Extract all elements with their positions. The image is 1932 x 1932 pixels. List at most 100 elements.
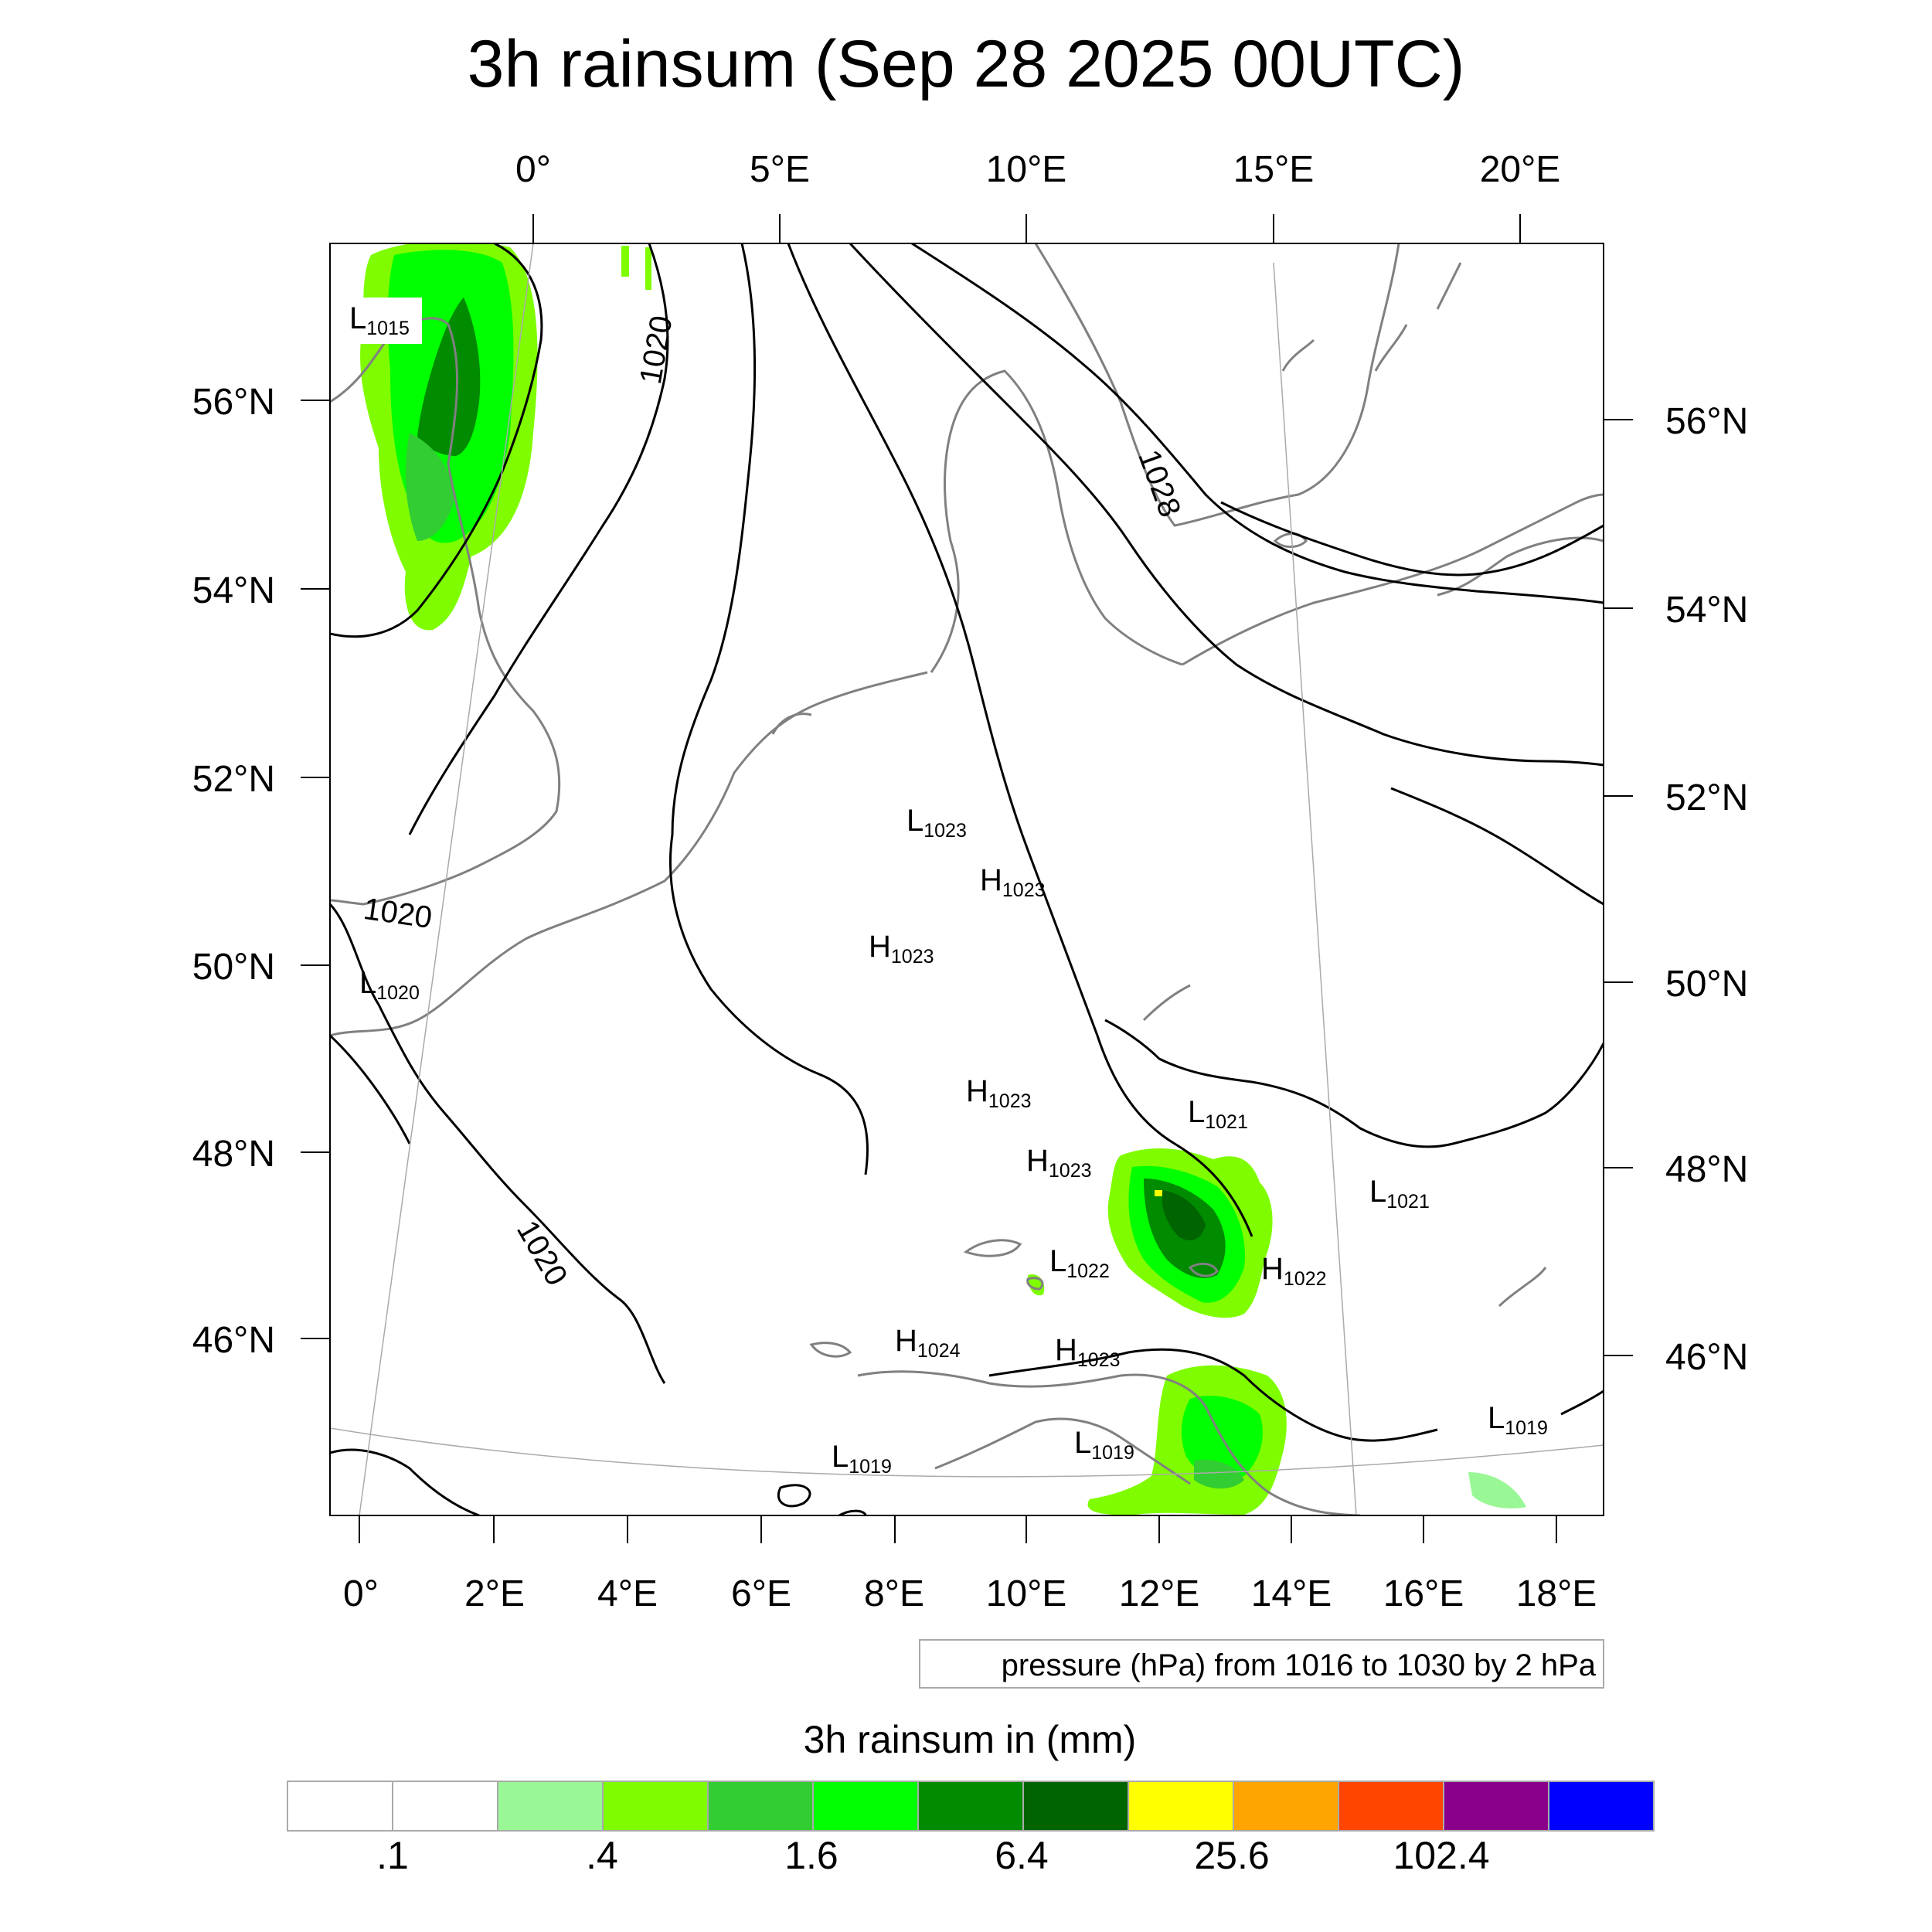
bottom-lon-label: 16°E	[1383, 1573, 1464, 1614]
colorbar-label: 1.6	[784, 1834, 838, 1877]
pressure-center-label: L1019	[832, 1440, 892, 1478]
island	[1436, 262, 1462, 310]
colorbar-box	[1022, 1781, 1129, 1832]
top-lon-label: 5°E	[750, 149, 810, 190]
pressure-center-label: L1019	[1074, 1426, 1134, 1464]
colorbar-label: 25.6	[1194, 1834, 1269, 1877]
frisian-islands	[771, 713, 812, 735]
rain-very-heavy-area	[1162, 1190, 1206, 1240]
colorbar-box	[1548, 1781, 1655, 1832]
pressure-center-label: H1024	[895, 1324, 961, 1362]
island	[1374, 324, 1408, 372]
continent-coast	[330, 671, 928, 1037]
left-lat-label: 56°N	[192, 382, 275, 423]
colorbar-box	[1233, 1781, 1339, 1832]
bottom-lon-labels: 0° 2°E 4°E 6°E 8°E 10°E 12°E 14°E 16°E 1…	[343, 1573, 1597, 1614]
coastlines	[330, 243, 1604, 1515]
island-bornholm	[1273, 532, 1308, 548]
left-lat-label: 50°N	[192, 947, 275, 988]
graticule-parallel	[330, 1427, 1604, 1478]
bottom-lon-label: 10°E	[986, 1573, 1067, 1614]
left-lat-label: 48°N	[192, 1134, 275, 1175]
colorbar-box	[602, 1781, 709, 1832]
isobar-line	[330, 1034, 411, 1145]
pressure-center-label: H1023	[1055, 1333, 1121, 1371]
right-lat-label: 54°N	[1665, 590, 1748, 631]
britain-coast	[330, 317, 561, 906]
pressure-centers: L1015 L1023 H1023 H1023 L1020 H1023 L102…	[349, 301, 1548, 1478]
rain-speck	[621, 246, 629, 277]
rain-patch	[405, 433, 456, 541]
label-background	[352, 298, 422, 344]
lake-balaton	[1498, 1267, 1547, 1308]
lake	[963, 1239, 1022, 1257]
isobar-line	[988, 1348, 1438, 1442]
bottom-lon-label: 8°E	[864, 1573, 924, 1614]
left-lat-label: 54°N	[192, 570, 275, 611]
lake	[1188, 1262, 1219, 1277]
colorbar-labels: .1 .4 1.6 6.4 25.6 102.4	[376, 1834, 1489, 1877]
pressure-center-label: L1015	[349, 301, 410, 339]
isobar-line	[1220, 501, 1604, 577]
rain-intense-speck	[1155, 1190, 1162, 1196]
baltic-south-coast	[1182, 493, 1604, 666]
colorbar-box	[1443, 1781, 1549, 1832]
island	[1281, 338, 1315, 372]
pressure-center-label: H1023	[869, 930, 934, 968]
top-lon-label: 15°E	[1233, 149, 1315, 190]
bottom-ticks	[359, 1515, 1557, 1543]
pressure-center-label: H1023	[1026, 1144, 1092, 1182]
bottom-lon-label: 0°	[343, 1573, 379, 1614]
right-lat-label: 46°N	[1665, 1337, 1748, 1378]
isobar-line	[849, 243, 1604, 767]
pressure-center-label: L1020	[359, 966, 420, 1004]
baltic-coast-east	[1437, 536, 1604, 597]
right-lat-label: 52°N	[1665, 777, 1748, 818]
pressure-center-label: L1019	[1488, 1401, 1548, 1439]
right-lat-label: 56°N	[1665, 401, 1748, 442]
left-lat-labels: 56°N 54°N 52°N 50°N 48°N 46°N	[192, 382, 275, 1361]
top-lon-label: 10°E	[986, 149, 1067, 190]
isobar-line	[408, 243, 669, 835]
rain-heavy-area	[417, 298, 481, 456]
bottom-lon-label: 2°E	[464, 1573, 525, 1614]
rain-area-adriatic	[1087, 1365, 1526, 1515]
bottom-lon-label: 6°E	[731, 1573, 791, 1614]
isobar-closed	[777, 1484, 811, 1508]
isobars	[330, 243, 1604, 1515]
graticule	[330, 243, 1604, 1515]
isobar-line	[330, 1448, 480, 1515]
rain-patch	[1194, 1459, 1244, 1489]
map-title: 3h rainsum (Sep 28 2025 00UTC)	[468, 27, 1465, 101]
colorbar-box	[392, 1781, 498, 1832]
colorbar-box	[1128, 1781, 1234, 1832]
top-lon-label: 20°E	[1480, 149, 1561, 190]
right-lat-label: 50°N	[1665, 964, 1748, 1005]
pressure-center-label: L1021	[1188, 1095, 1248, 1133]
colorbar-boxes	[287, 1781, 1655, 1832]
isobar-line	[1390, 787, 1604, 906]
pressure-note-box	[919, 1639, 1604, 1689]
colorbar-label: .1	[376, 1834, 409, 1877]
left-ticks	[301, 400, 330, 1339]
pressure-center-label: H1022	[1261, 1252, 1327, 1290]
rain-light-area	[1468, 1472, 1526, 1509]
bottom-lon-label: 4°E	[597, 1573, 658, 1614]
isobar-line	[330, 903, 666, 1384]
rain-speck	[645, 247, 651, 290]
map-frame	[329, 243, 1604, 1516]
top-lon-label: 0°	[515, 149, 551, 190]
top-lon-labels: 0° 5°E 10°E 15°E 20°E	[515, 149, 1560, 190]
bottom-lon-label: 18°E	[1516, 1573, 1597, 1614]
colorbar-box	[497, 1781, 604, 1832]
colorbar: 3h rainsum in (mm) .1 .4 1.6 6.4 25.6 10…	[287, 1718, 1655, 1877]
graticule-meridian	[1273, 262, 1357, 1515]
isobar-line	[787, 243, 1253, 1237]
colorbar-label: 6.4	[995, 1834, 1049, 1877]
left-lat-label: 52°N	[192, 759, 275, 800]
lake	[809, 1342, 852, 1358]
colorbar-box	[917, 1781, 1024, 1832]
top-ticks	[532, 214, 1521, 243]
pressure-center-label: L1023	[906, 804, 967, 842]
